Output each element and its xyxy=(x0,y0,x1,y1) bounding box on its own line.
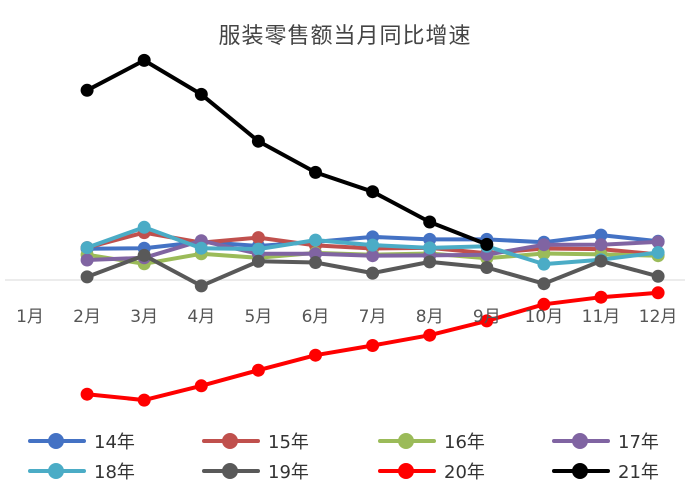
x-tick-label: 4月 xyxy=(187,307,215,327)
chart-title: 服装零售额当月同比增速 xyxy=(218,24,472,49)
x-tick-label: 9月 xyxy=(473,307,501,327)
series-8 xyxy=(80,53,494,251)
data-point xyxy=(537,297,551,311)
data-point xyxy=(251,231,265,245)
data-point xyxy=(137,220,151,234)
data-point xyxy=(194,379,208,393)
legend-label: 20年 xyxy=(444,462,485,483)
data-point xyxy=(194,87,208,101)
legend-label: 18年 xyxy=(94,462,135,483)
data-point xyxy=(137,393,151,407)
data-point xyxy=(366,185,380,199)
data-point xyxy=(366,249,380,263)
data-point xyxy=(537,238,551,252)
data-point xyxy=(651,286,665,300)
data-point xyxy=(309,233,322,247)
data-point xyxy=(594,228,608,242)
data-point xyxy=(194,241,208,255)
x-tick-label: 8月 xyxy=(416,307,444,327)
data-point xyxy=(594,238,608,252)
data-point xyxy=(251,134,265,148)
data-point xyxy=(651,246,665,259)
data-point xyxy=(194,279,208,293)
legend-item: 14年 xyxy=(28,430,135,453)
legend-swatch xyxy=(552,430,610,452)
data-point xyxy=(366,266,380,280)
x-tick-label: 1月 xyxy=(16,307,44,327)
data-point xyxy=(251,242,265,256)
data-point xyxy=(80,270,94,284)
x-tick-label: 11月 xyxy=(582,307,621,327)
x-tick-label: 10月 xyxy=(525,307,564,327)
series-line xyxy=(85,58,489,247)
data-point xyxy=(423,255,437,269)
data-point xyxy=(80,387,94,401)
legend-item: 21年 xyxy=(552,460,659,483)
legend-item: 20年 xyxy=(378,460,485,483)
data-point xyxy=(366,238,380,252)
data-point xyxy=(137,53,151,67)
data-point xyxy=(80,83,94,97)
legend-label: 14年 xyxy=(94,432,135,453)
data-point xyxy=(423,328,437,342)
legend-swatch xyxy=(202,430,260,452)
legend-swatch xyxy=(28,460,86,482)
legend-swatch xyxy=(202,460,260,482)
legend-swatch xyxy=(378,460,436,482)
legend-label: 15年 xyxy=(268,432,309,453)
legend-label: 21年 xyxy=(618,462,659,483)
legend-swatch xyxy=(552,460,610,482)
legend-label: 17年 xyxy=(618,432,659,453)
data-point xyxy=(537,277,551,291)
series-6 xyxy=(80,248,665,293)
data-point xyxy=(651,235,665,249)
data-point xyxy=(423,215,437,229)
legend-label: 19年 xyxy=(268,462,309,483)
legend-label: 16年 xyxy=(444,432,485,453)
data-point xyxy=(594,254,608,268)
data-point xyxy=(309,256,322,269)
data-point xyxy=(251,363,265,377)
data-point xyxy=(423,241,437,255)
legend-swatch xyxy=(378,430,436,452)
x-tick-label: 3月 xyxy=(130,307,158,327)
data-point xyxy=(366,339,380,352)
data-point xyxy=(480,261,494,274)
data-point xyxy=(309,348,322,362)
data-point xyxy=(537,257,551,271)
x-tick-label: 5月 xyxy=(244,307,272,327)
legend-item: 19年 xyxy=(202,460,309,483)
x-tick-label: 12月 xyxy=(639,307,678,327)
data-point xyxy=(309,165,322,179)
legend-item: 16年 xyxy=(378,430,485,453)
legend-item: 15年 xyxy=(202,430,309,453)
data-point xyxy=(480,314,494,328)
data-point xyxy=(80,253,94,267)
data-point xyxy=(137,248,151,262)
legend-swatch xyxy=(28,430,86,452)
data-point xyxy=(594,290,608,304)
line-chart: 1月 2月 3月 4月 5月 6月 7月 8月 9月 10月 11月 12月 xyxy=(5,53,685,407)
data-point xyxy=(480,237,494,251)
legend-item: 17年 xyxy=(552,430,659,453)
x-tick-label: 2月 xyxy=(73,307,101,327)
x-tick-label: 6月 xyxy=(302,307,330,327)
data-point xyxy=(251,254,265,268)
data-point xyxy=(80,241,94,255)
legend: 14年 15年 16年 17年 18年 19年 20年 21年 xyxy=(0,428,690,498)
legend-item: 18年 xyxy=(28,460,135,483)
x-tick-label: 7月 xyxy=(359,307,387,327)
series-7 xyxy=(80,286,665,407)
data-point xyxy=(651,269,665,283)
